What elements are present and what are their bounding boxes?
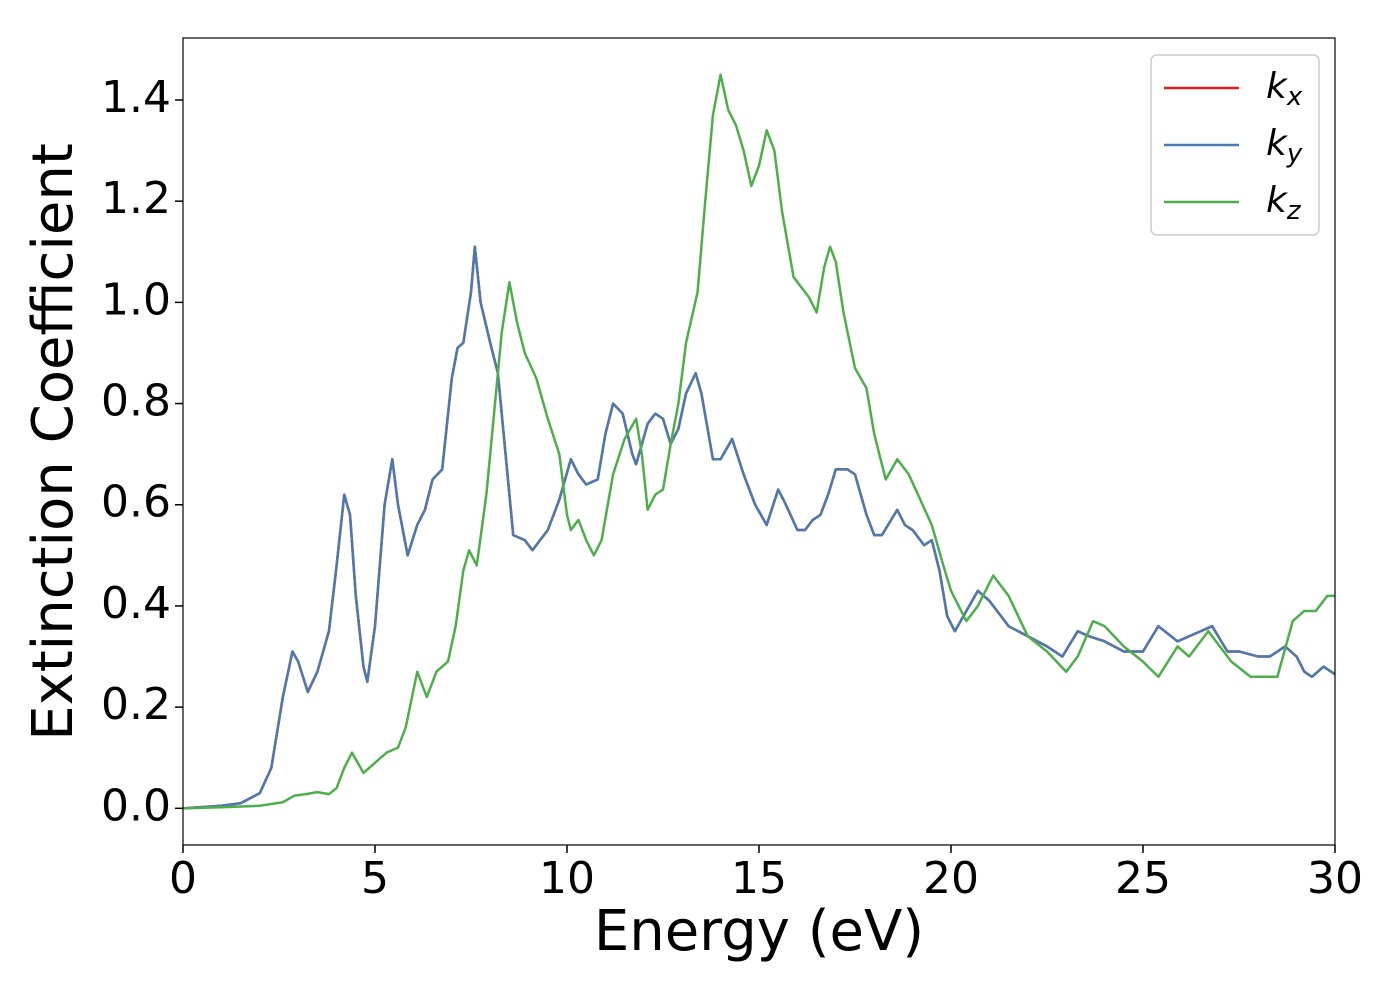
y-tick-label: 0.6 bbox=[101, 477, 171, 528]
x-tick-label: 15 bbox=[731, 853, 787, 904]
x-tick-label: 5 bbox=[361, 853, 389, 904]
x-tick-label: 20 bbox=[923, 853, 979, 904]
y-tick-label: 1.0 bbox=[101, 274, 171, 325]
line-series bbox=[183, 73, 1335, 810]
y-tick-label: 1.2 bbox=[101, 173, 171, 224]
line-series bbox=[183, 245, 1335, 810]
plot-frame bbox=[182, 37, 1336, 846]
x-tick-label: 30 bbox=[1307, 853, 1363, 904]
x-tick-label: 0 bbox=[169, 853, 197, 904]
y-tick-label: 0.8 bbox=[101, 376, 171, 427]
y-tick-label: 0.4 bbox=[101, 578, 171, 629]
y-axis-label: Extinction Coefficient bbox=[21, 143, 86, 741]
x-tick-label: 10 bbox=[539, 853, 595, 904]
x-tick-label: 25 bbox=[1115, 853, 1171, 904]
y-tick-label: 0.0 bbox=[101, 780, 171, 831]
y-tick-label: 0.2 bbox=[101, 679, 171, 730]
legend-label: ky bbox=[1266, 123, 1303, 169]
legend-label: kz bbox=[1266, 180, 1302, 226]
y-tick-label: 1.4 bbox=[101, 72, 171, 123]
legend-label: kx bbox=[1266, 66, 1303, 112]
x-axis-label: Energy (eV) bbox=[594, 899, 924, 964]
